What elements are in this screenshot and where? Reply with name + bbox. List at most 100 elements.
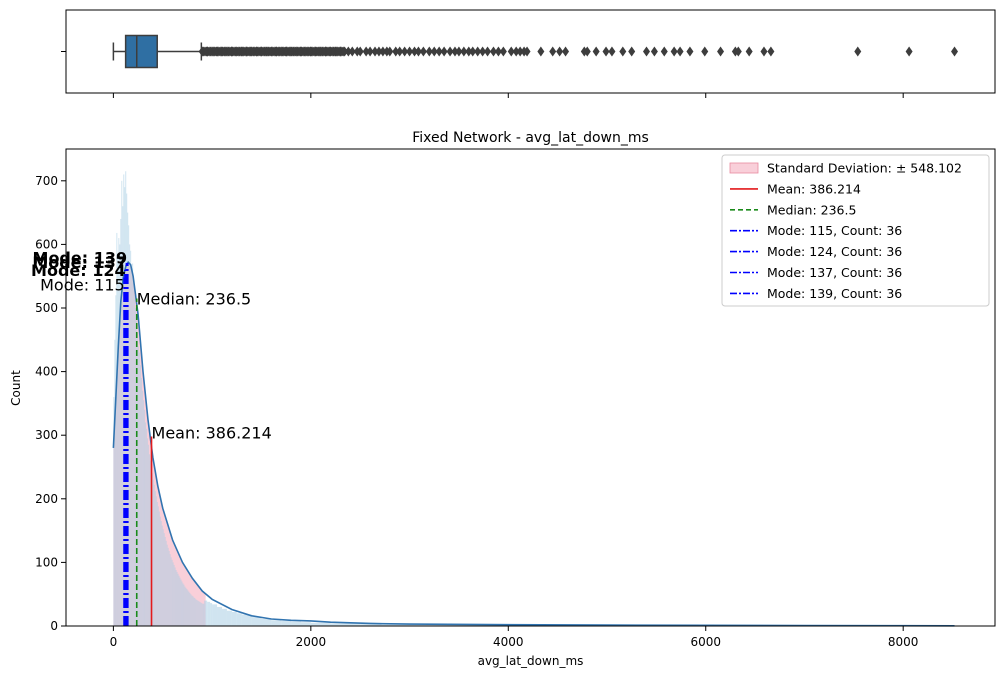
histogram-bar (161, 525, 163, 626)
mode-annotation: Mode: 115 (40, 275, 125, 294)
outlier-point (386, 46, 394, 57)
outlier-point (760, 46, 768, 57)
y-axis-label: Count (9, 370, 23, 406)
outlier-point (344, 46, 352, 57)
histogram-bar (169, 554, 171, 626)
outlier-point (717, 46, 725, 57)
outlier-point (392, 46, 400, 57)
histogram-bar (190, 594, 192, 626)
outlier-point (905, 46, 913, 57)
histogram-bar (118, 238, 120, 627)
histogram-bar (174, 567, 176, 626)
histogram-bar (120, 218, 122, 626)
outlier-point (650, 46, 658, 57)
histogram-bar (145, 428, 147, 626)
histogram-bar (194, 598, 196, 626)
outlier-point (440, 46, 448, 57)
boxplot-x-ticks (61, 51, 904, 98)
histogram-bar (129, 244, 131, 626)
histogram-bar (115, 295, 117, 626)
histogram-bar (137, 333, 139, 626)
legend-swatch-std (729, 162, 759, 174)
histogram-bar (172, 562, 174, 626)
outlier-point (537, 46, 545, 57)
histogram-bar (147, 444, 149, 626)
legend-label: Mode: 115, Count: 36 (767, 223, 902, 238)
histogram-bar (281, 620, 292, 626)
histogram-bar (164, 536, 166, 626)
histogram-bar (221, 608, 227, 626)
histogram-bar (200, 602, 202, 626)
histogram-bar (191, 595, 193, 626)
histogram-bar (143, 400, 144, 626)
chart-title: Fixed Network - avg_lat_down_ms (412, 130, 649, 146)
y-tick-label: 200 (35, 492, 58, 506)
histogram-bar (165, 540, 167, 626)
legend-label: Mode: 124, Count: 36 (767, 244, 902, 259)
histogram-bar (231, 612, 237, 626)
y-tick-label: 700 (35, 174, 58, 188)
histogram-bar (167, 547, 169, 626)
outlier-point (484, 46, 492, 57)
histogram-bar (198, 601, 200, 626)
histogram-bar (177, 573, 179, 626)
histogram-bar (140, 365, 142, 626)
histogram-bar (185, 587, 187, 626)
outlier-point (465, 46, 473, 57)
histogram-bar (133, 282, 135, 626)
outlier-point (414, 46, 422, 57)
histogram-bar (144, 422, 146, 626)
outlier-point (608, 46, 616, 57)
outlier-point (676, 46, 684, 57)
outlier-point (767, 46, 775, 57)
histogram-bar (291, 621, 301, 626)
outlier-point (469, 46, 477, 57)
legend: Standard Deviation: ± 548.102 Mean: 386.2… (721, 154, 990, 307)
histogram-bar (154, 491, 156, 626)
histogram-bar (261, 619, 272, 626)
y-tick-label: 300 (35, 428, 58, 442)
histogram-bar (138, 346, 140, 626)
histogram-bar (186, 589, 188, 626)
histogram-frame (65, 148, 996, 627)
y-tick-label: 500 (35, 301, 58, 315)
outlier-point (734, 46, 742, 57)
histogram-bar (160, 521, 162, 626)
outlier-point (660, 46, 668, 57)
histogram-bar (212, 604, 218, 626)
histogram-bar (117, 257, 119, 626)
histogram-bar (251, 617, 262, 626)
histogram-bar (151, 473, 153, 626)
histogram-bar (163, 533, 165, 626)
histogram-bar (180, 579, 182, 626)
histogram-bar (183, 584, 185, 626)
outlier-point (494, 46, 502, 57)
outlier-point (419, 46, 427, 57)
histogram-bar (409, 624, 509, 626)
histogram-bar (330, 623, 361, 626)
y-tick-label: 400 (35, 365, 58, 379)
histogram-bar (178, 575, 180, 626)
histogram-bar (168, 550, 170, 626)
boxplot-panel (61, 9, 996, 98)
outlier-point (446, 46, 454, 57)
outlier-point (556, 46, 564, 57)
iqr-box (124, 34, 158, 69)
outlier-point (474, 46, 482, 57)
stat-lines (123, 262, 153, 626)
histogram-bar (162, 529, 164, 626)
histogram-bar (360, 624, 410, 626)
y-axis-ticks: 0 100 200 300 400 500 600 700 (35, 174, 66, 633)
histogram-bar (125, 171, 127, 626)
outlier-point (592, 46, 600, 57)
histogram-bar (152, 479, 154, 626)
x-tick-label: 4000 (493, 635, 524, 649)
histogram-bar (149, 460, 151, 626)
histogram-bar (195, 599, 197, 626)
boxplot-marks (112, 34, 959, 69)
histogram-bar (131, 269, 133, 626)
histogram-bar (202, 603, 205, 626)
legend-label: Mode: 137, Count: 36 (767, 265, 902, 280)
mode-annotation: Mode: 139 (33, 249, 128, 268)
histogram-bar (119, 244, 121, 626)
